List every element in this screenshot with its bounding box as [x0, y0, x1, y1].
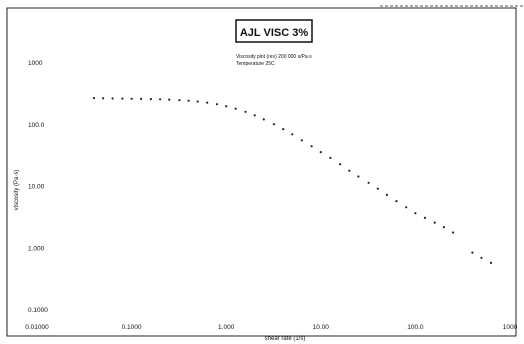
data-point [395, 200, 398, 203]
y-tick-label: 1.000 [28, 245, 45, 252]
data-point [225, 105, 228, 108]
data-point [329, 156, 332, 159]
y-axis-label: viscosity (Pa·s) [14, 170, 20, 211]
data-point [168, 98, 171, 101]
y-tick-label: 10.00 [28, 184, 45, 191]
data-point [196, 100, 199, 103]
data-point [471, 251, 474, 254]
data-point [121, 97, 124, 100]
data-point [140, 97, 143, 100]
data-point [234, 107, 237, 110]
data-point [480, 256, 483, 259]
data-point [130, 97, 133, 100]
data-point [111, 97, 114, 100]
data-point [215, 103, 219, 106]
x-axis-label: shear rate (1/s) [265, 336, 306, 342]
chart-subtitle-line-1: Viscosity plot (rev) 200 000 s/Pa·s [236, 54, 312, 60]
data-point [244, 110, 247, 113]
x-tick-label: 0.01000 [25, 324, 49, 331]
x-tick-label: 100.0 [407, 324, 424, 331]
y-tick-labels: 0.1000 1.000 10.00 100.0 1000 [28, 60, 48, 314]
data-point [272, 123, 276, 126]
data-point [414, 212, 417, 215]
data-point [187, 99, 190, 102]
data-point [300, 139, 303, 142]
x-tick-label: 1000 [503, 324, 518, 331]
data-point [319, 151, 322, 154]
data-point [253, 114, 256, 117]
data-point [442, 226, 445, 229]
data-point [489, 261, 493, 264]
data-point [282, 128, 285, 131]
data-point [367, 181, 370, 184]
data-point [423, 216, 426, 219]
data-point [310, 145, 313, 148]
data-point [178, 99, 181, 102]
data-point [405, 206, 408, 209]
data-point [102, 97, 105, 100]
chart-title: AJL VISC 3% [240, 27, 308, 39]
data-points [92, 97, 493, 264]
plot-frame [6, 7, 517, 337]
data-point [262, 118, 265, 121]
y-tick-label: 100.0 [28, 122, 45, 129]
chart-subtitle-line-2: Temperature 25C [236, 61, 275, 67]
data-point [433, 221, 436, 224]
title-box [235, 19, 313, 43]
x-tick-labels: 0.01000 0.1000 1.000 10.00 100.0 1000 [25, 324, 517, 331]
y-tick-label: 0.1000 [28, 307, 48, 314]
data-point [376, 187, 379, 190]
data-point [385, 193, 388, 196]
x-tick-label: 0.1000 [122, 324, 142, 331]
data-point [339, 163, 342, 166]
x-tick-label: 10.00 [313, 324, 330, 331]
data-point [206, 101, 209, 104]
data-point [159, 98, 162, 101]
data-point [92, 97, 96, 100]
data-point [357, 175, 360, 178]
data-point [451, 231, 455, 234]
y-tick-label: 1000 [28, 60, 43, 67]
x-tick-label: 1.000 [218, 324, 235, 331]
data-point [348, 169, 351, 172]
data-point [291, 133, 294, 136]
data-point [149, 98, 152, 101]
